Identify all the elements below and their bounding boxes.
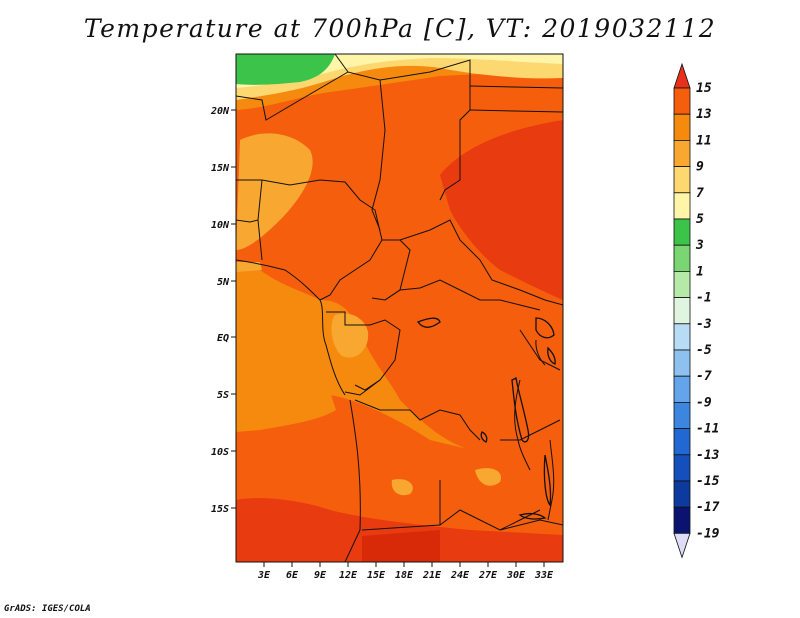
- colorbar-box-8: [674, 298, 690, 324]
- colorbar-box-15: [674, 481, 690, 507]
- colorbar-box-0: [674, 88, 690, 114]
- lon-label-27e: 27E: [478, 570, 498, 581]
- lat-label-15s: 15S: [211, 504, 229, 515]
- colorbar-arrow-top: [674, 64, 690, 88]
- lat-ticks: [231, 110, 236, 508]
- lat-label-20n: 20N: [210, 106, 230, 117]
- colorbar-box-11: [674, 376, 690, 402]
- colorbar-label-7: 1: [696, 264, 704, 279]
- lon-label-6e: 6E: [286, 570, 299, 581]
- lon-label-3e: 3E: [257, 570, 271, 581]
- lat-labels: 20N 15N 10N 5N EQ 5S 10S 15S: [210, 106, 230, 515]
- lon-ticks: [264, 562, 544, 567]
- colorbar-label-6: 3: [695, 238, 704, 253]
- colorbar-label-15: -15: [696, 474, 720, 489]
- lon-label-18e: 18E: [395, 570, 414, 581]
- lat-label-5n: 5N: [217, 277, 230, 288]
- colorbar-label-0: 15: [696, 81, 712, 96]
- colorbar-label-11: -7: [696, 369, 712, 384]
- colorbar-box-1: [674, 114, 690, 140]
- colorbar-label-2: 11: [696, 133, 712, 148]
- colorbar-box-9: [674, 324, 690, 350]
- lon-label-21e: 21E: [422, 570, 442, 581]
- colorbar-label-14: -13: [696, 448, 720, 463]
- temperature-field: [236, 54, 563, 562]
- lat-label-10s: 10S: [211, 447, 229, 458]
- lon-label-9e: 9E: [314, 570, 327, 581]
- lon-label-30e: 30E: [506, 570, 526, 581]
- colorbar-box-7: [674, 271, 690, 297]
- colorbar-box-4: [674, 193, 690, 219]
- colorbar: 15 13 11 9 7 5 3 1 -1 -3 -5 -7 -9 -11 -13 -15 -17 -19: [674, 64, 720, 557]
- lat-label-10n: 10N: [211, 220, 230, 231]
- lat-label-5s: 5S: [217, 390, 229, 401]
- colorbar-label-17: -19: [696, 526, 720, 541]
- map-figure: 20N 15N 10N 5N EQ 5S 10S 15S 3E 6E 9E 12…: [0, 0, 800, 618]
- colorbar-box-3: [674, 167, 690, 193]
- colorbar-label-9: -3: [696, 317, 712, 332]
- lon-label-15e: 15E: [367, 570, 386, 581]
- colorbar-label-12: -9: [696, 395, 712, 410]
- lon-labels: 3E 6E 9E 12E 15E 18E 21E 24E 27E 30E 33E: [257, 570, 554, 581]
- grads-credit: GrADS: IGES/COLA: [4, 604, 91, 614]
- colorbar-label-10: -5: [696, 343, 712, 358]
- colorbar-box-14: [674, 455, 690, 481]
- colorbar-box-12: [674, 402, 690, 428]
- lon-label-24e: 24E: [450, 570, 470, 581]
- lon-label-33e: 33E: [534, 570, 554, 581]
- colorbar-label-1: 13: [696, 107, 712, 122]
- colorbar-arrow-bottom: [674, 533, 690, 557]
- colorbar-box-5: [674, 219, 690, 245]
- colorbar-label-3: 9: [696, 160, 704, 175]
- lat-label-15n: 15N: [211, 163, 230, 174]
- colorbar-box-10: [674, 350, 690, 376]
- colorbar-label-16: -17: [696, 500, 720, 515]
- lon-label-12e: 12E: [339, 570, 358, 581]
- colorbar-label-13: -11: [696, 422, 719, 437]
- colorbar-box-6: [674, 245, 690, 271]
- colorbar-box-16: [674, 507, 690, 533]
- colorbar-label-4: 7: [696, 186, 704, 201]
- colorbar-box-2: [674, 140, 690, 166]
- lat-label-eq: EQ: [217, 333, 229, 344]
- colorbar-label-5: 5: [696, 212, 704, 227]
- colorbar-box-13: [674, 429, 690, 455]
- colorbar-label-8: -1: [696, 291, 712, 306]
